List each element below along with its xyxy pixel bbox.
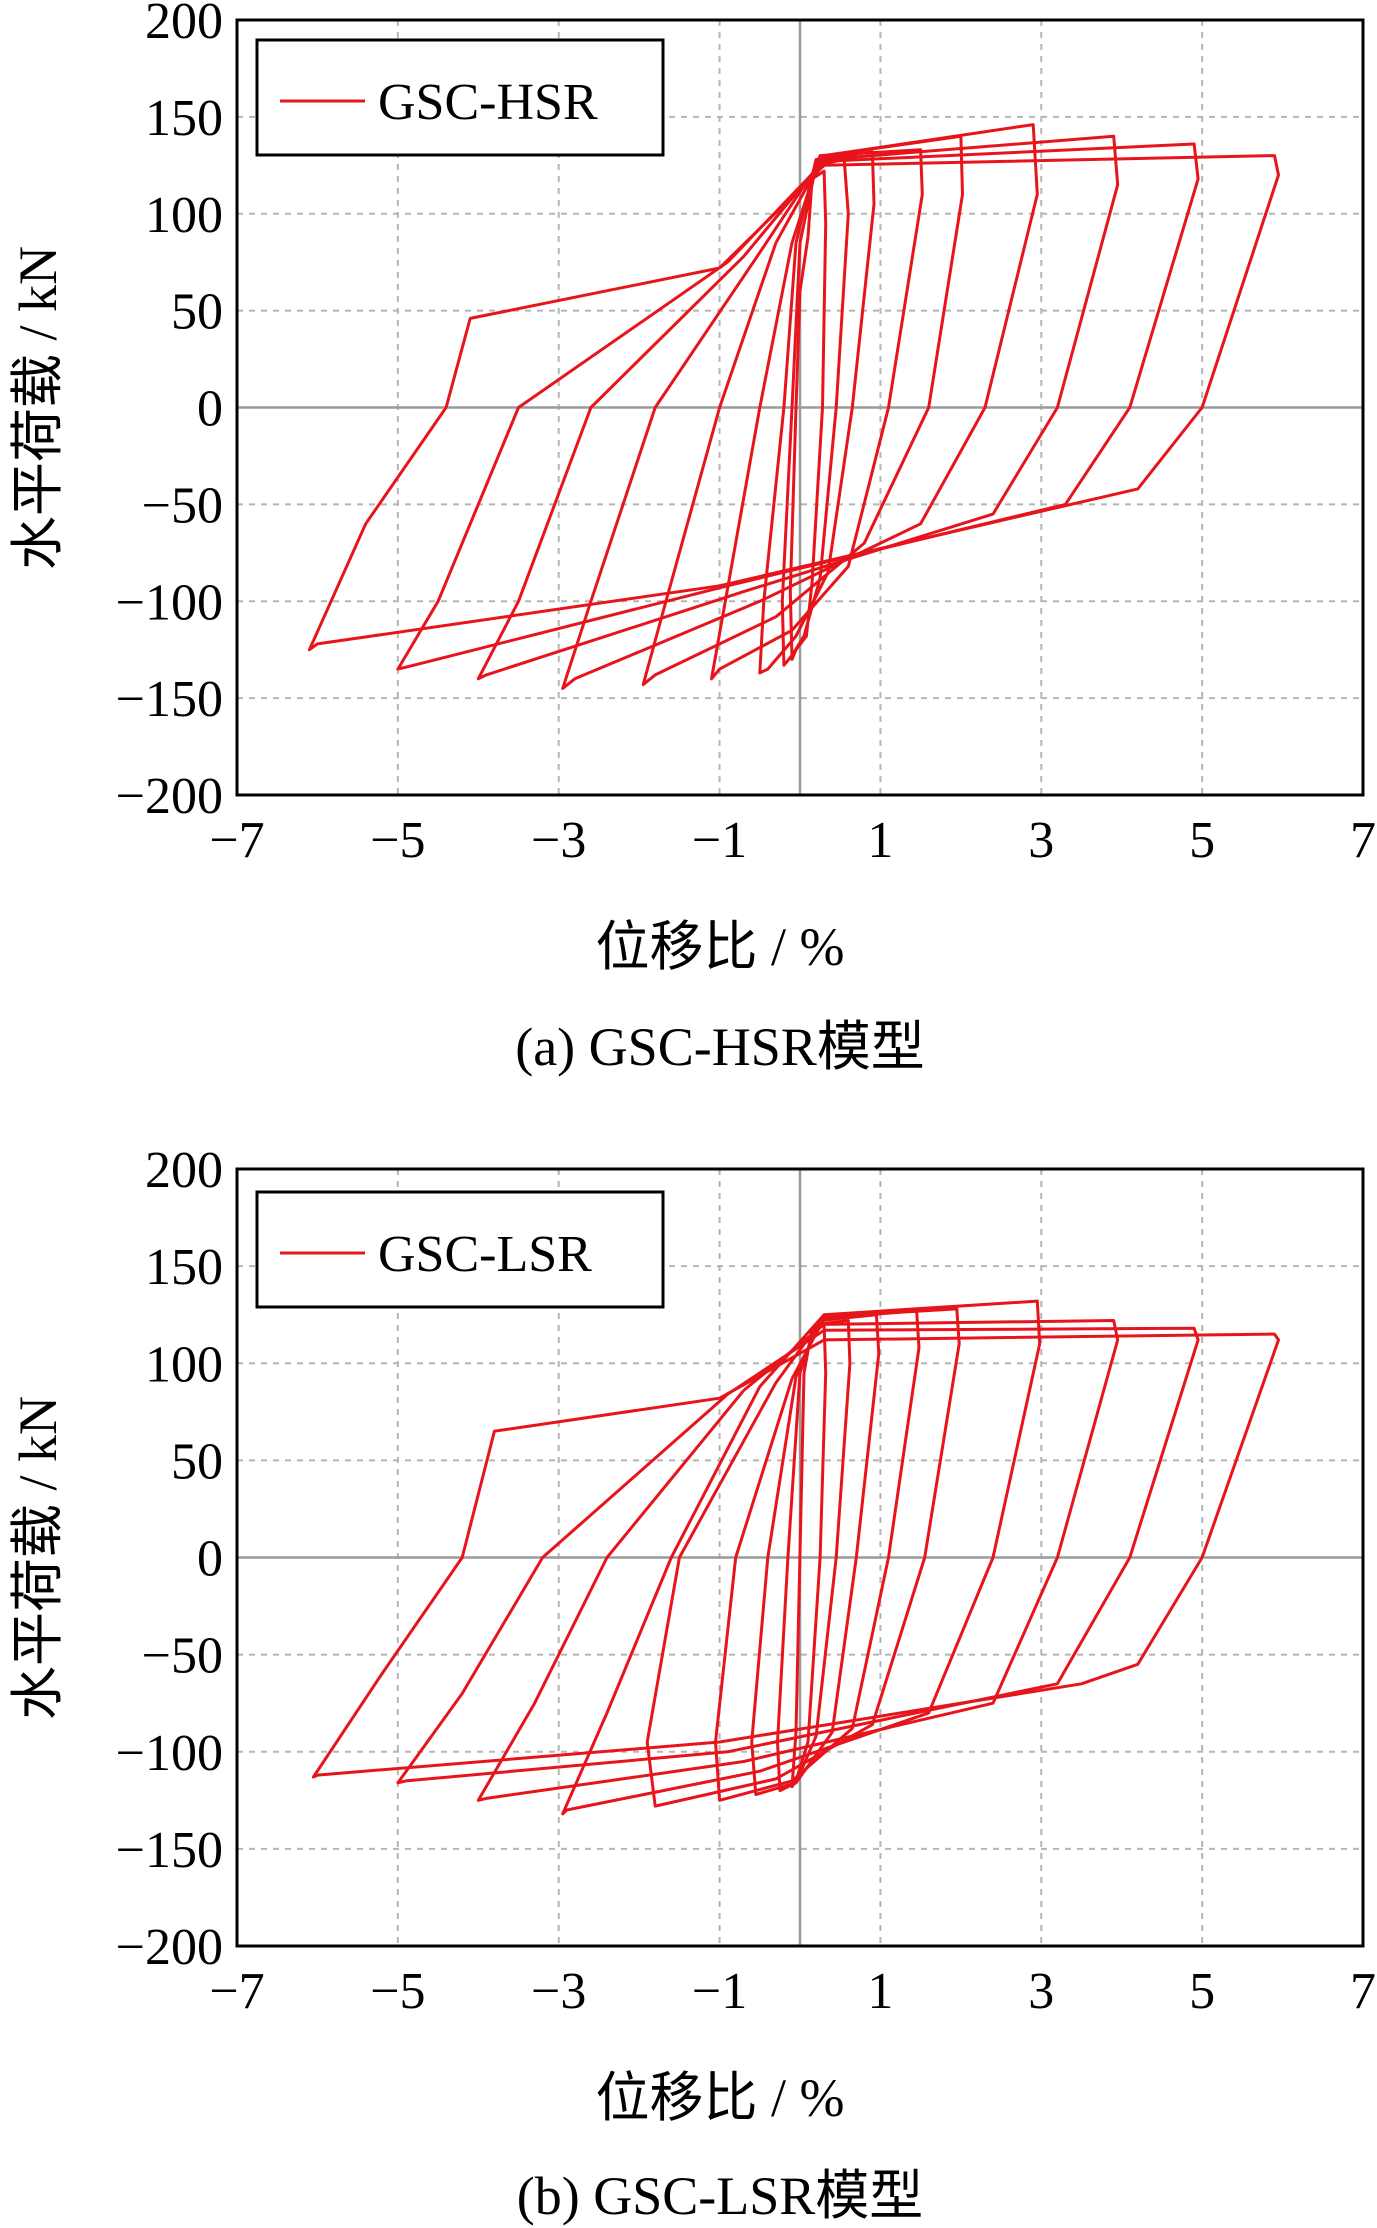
y-tick-label: 50: [171, 1433, 223, 1490]
y-tick-label: 0: [197, 381, 223, 438]
hysteresis-loop-3: [758, 150, 876, 675]
x-tick-labels: −7 −5 −3 −1 1 3 5 7: [209, 812, 1376, 869]
hysteresis-loop-9: [311, 1332, 1280, 1779]
y-tick-label: −150: [116, 1822, 223, 1879]
zero-lines: [237, 20, 1363, 795]
x-tick-label: 5: [1189, 1963, 1215, 2020]
x-tick-label: 1: [867, 1963, 893, 2020]
x-tick-label: −7: [209, 1963, 264, 2020]
hysteresis-loop-6: [561, 1299, 1042, 1816]
y-tick-label: −50: [142, 1628, 223, 1685]
y-tick-label: 100: [145, 187, 223, 244]
legend-label: GSC-HSR: [378, 74, 598, 131]
x-tick-labels: −7 −5 −3 −1 1 3 5 7: [209, 1963, 1376, 2020]
legend-box: [255, 1190, 665, 1309]
hysteresis-loop-2: [776, 1319, 852, 1793]
y-tick-labels: 200 150 100 50 0 −50 −100 −150 −200: [116, 1142, 223, 1976]
hysteresis-loop-7: [476, 1319, 1120, 1802]
y-tick-label: 200: [145, 0, 223, 50]
legend-box: [255, 38, 665, 157]
hysteresis-chart-a: −7 −5 −3 −1 1 3 5 7 200 150 100 50 0 −50 −100 −150 −200…: [8, 0, 1376, 1077]
y-tick-label: −150: [116, 671, 223, 728]
y-axis-label: 水平荷载 / kN: [8, 1396, 68, 1720]
hysteresis-loop-5: [645, 1307, 961, 1808]
y-axis-label: 水平荷载 / kN: [8, 246, 68, 570]
y-tick-label: 100: [145, 1336, 223, 1393]
hysteresis-chart-b: −7 −5 −3 −1 1 3 5 7 200 150 100 50 0 −50 −100 −150 −200…: [8, 1142, 1376, 2226]
plot-frame: [235, 18, 1365, 797]
x-axis-label: 位移比 / %: [596, 917, 845, 977]
x-tick-label: −3: [531, 812, 586, 869]
y-tick-label: 50: [171, 284, 223, 341]
y-tick-labels: 200 150 100 50 0 −50 −100 −150 −200: [116, 0, 223, 825]
x-tick-label: 7: [1350, 1963, 1376, 2020]
figure-caption: (b) GSC-LSR模型: [517, 2166, 924, 2226]
y-tick-label: −200: [116, 768, 223, 825]
x-tick-label: −7: [209, 812, 264, 869]
x-tick-label: −1: [692, 1963, 747, 2020]
x-tick-label: 5: [1189, 812, 1215, 869]
hysteresis-loop-1: [788, 169, 828, 661]
legend: GSC-LSR: [255, 1190, 665, 1309]
hysteresis-loop-2: [780, 158, 850, 667]
plot-frame: [235, 1167, 1365, 1948]
hysteresis-loop-9: [307, 154, 1280, 652]
legend: GSC-HSR: [255, 38, 665, 157]
hysteresis-loop-3: [750, 1313, 881, 1796]
x-tick-label: 1: [867, 812, 893, 869]
x-axis-label: 位移比 / %: [596, 2068, 845, 2128]
x-tick-label: −1: [692, 812, 747, 869]
hysteresis-loop-4: [710, 148, 924, 681]
y-tick-label: −100: [116, 1725, 223, 1782]
y-tick-label: 150: [145, 90, 223, 147]
legend-label: GSC-LSR: [378, 1226, 592, 1283]
y-tick-label: 0: [197, 1531, 223, 1588]
x-tick-label: 3: [1028, 812, 1054, 869]
y-tick-label: −50: [142, 477, 223, 534]
y-tick-label: 150: [145, 1239, 223, 1296]
y-tick-label: 200: [145, 1142, 223, 1199]
data-series: [307, 123, 1280, 690]
y-tick-label: −200: [116, 1919, 223, 1976]
x-tick-label: −5: [370, 812, 425, 869]
data-series: [311, 1299, 1280, 1816]
y-tick-label: −100: [116, 574, 223, 631]
hysteresis-loop-1: [790, 1322, 828, 1789]
x-tick-label: −3: [531, 1963, 586, 2020]
x-tick-label: 7: [1350, 812, 1376, 869]
x-tick-label: 3: [1028, 1963, 1054, 2020]
x-tick-label: −5: [370, 1963, 425, 2020]
hysteresis-loop-8: [396, 1326, 1200, 1785]
figure-caption: (a) GSC-HSR模型: [515, 1017, 925, 1077]
